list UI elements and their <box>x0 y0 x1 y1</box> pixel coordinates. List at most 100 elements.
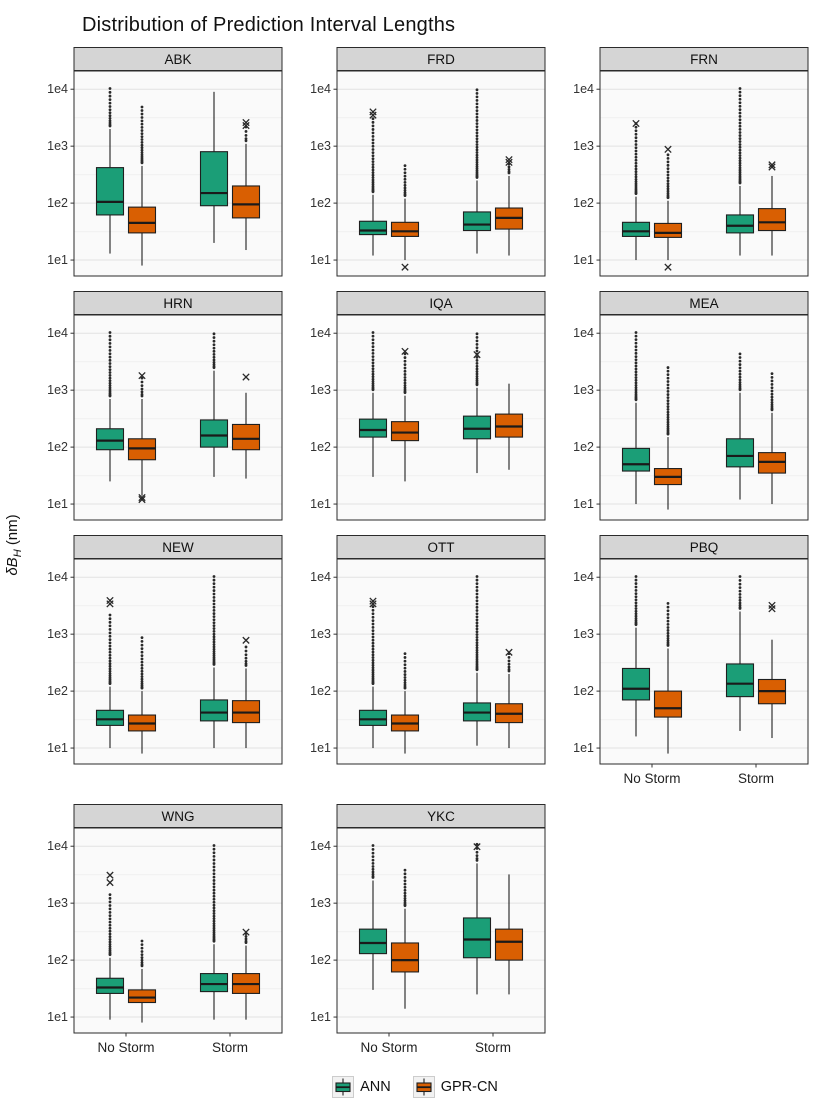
facet-cell-pbq: 1e1 1e2 1e3 1e4 PBQ No Storm Storm <box>560 535 814 797</box>
box-frn-storm-gpr-cn <box>757 161 787 256</box>
y-tick-label: 1e1 <box>47 741 68 755</box>
y-tick-label: 1e3 <box>310 383 331 397</box>
panel-background <box>74 828 282 1033</box>
y-tick-label: 1e1 <box>310 1010 331 1024</box>
box-frd-storm-gpr-cn <box>494 155 524 256</box>
y-tick-label: 1e2 <box>47 953 68 967</box>
y-tick-label: 1e3 <box>47 896 68 910</box>
facet-strip <box>73 535 283 559</box>
panel-background <box>74 315 282 520</box>
facet-frd: 1e1 1e2 1e3 1e4 FRD <box>310 47 546 277</box>
box-ykc-no-storm-ann <box>358 844 388 990</box>
box-ykc-storm-gpr-cn <box>494 874 524 995</box>
y-tick-label: 1e4 <box>310 839 331 853</box>
x-tick-label: Storm <box>738 771 774 786</box>
box-ott-no-storm-ann <box>358 597 388 749</box>
box-frd-no-storm-gpr-cn <box>390 164 420 271</box>
y-tick-label: 1e4 <box>310 570 331 584</box>
facet-pbq: 1e1 1e2 1e3 1e4 PBQ No Storm Storm <box>573 535 809 786</box>
facet-strip <box>73 291 283 315</box>
facet-strip-label: PBQ <box>690 540 719 555</box>
y-axis-label-symbol: δB <box>4 557 21 576</box>
facet-strip-label: HRN <box>163 296 192 311</box>
facet-strip <box>73 47 283 71</box>
facet-mea: 1e1 1e2 1e3 1e4 MEA <box>573 291 809 521</box>
box-mea-storm-gpr-cn <box>757 372 787 505</box>
legend-label: ANN <box>360 1079 391 1095</box>
facet-strip <box>599 291 809 315</box>
facet-hrn: 1e1 1e2 1e3 1e4 HRN <box>47 291 283 521</box>
y-axis-label-subscript: H <box>12 549 24 558</box>
box-ykc-storm-ann <box>462 842 492 995</box>
y-tick-label: 1e2 <box>310 953 331 967</box>
box-hrn-no-storm-ann <box>95 331 125 482</box>
box-new-no-storm-ann <box>95 596 125 749</box>
y-tick-label: 1e4 <box>47 326 68 340</box>
box-frn-no-storm-ann <box>621 119 651 261</box>
box-ott-storm-gpr-cn <box>494 648 524 749</box>
box-abk-no-storm-gpr-cn <box>127 105 157 266</box>
facet-strip-label: ABK <box>164 52 191 67</box>
box-mea-no-storm-ann <box>621 331 651 505</box>
box-wng-storm-gpr-cn <box>231 928 261 1020</box>
facet-iqa: 1e1 1e2 1e3 1e4 IQA <box>310 291 546 521</box>
box-frn-storm-ann <box>725 87 755 256</box>
box-frd-no-storm-ann <box>358 108 388 256</box>
facet-cell-wng: 1e1 1e2 1e3 1e4 WNG No Storm Storm <box>34 804 288 1066</box>
x-tick-label: No Storm <box>623 771 680 786</box>
facet-grid: 1e1 1e2 1e3 1e4 ABK 1e1 1e2 1e3 1e4 FRD 1e1 1e2 1e3 1… <box>34 47 830 1066</box>
y-tick-label: 1e1 <box>310 741 331 755</box>
box-abk-storm-ann <box>199 91 229 243</box>
facet-cell-iqa: 1e1 1e2 1e3 1e4 IQA <box>297 291 551 528</box>
facet-strip <box>336 535 546 559</box>
y-tick-label: 1e4 <box>47 82 68 96</box>
y-tick-label: 1e1 <box>573 253 594 267</box>
facet-cell-mea: 1e1 1e2 1e3 1e4 MEA <box>560 291 814 528</box>
box-ott-no-storm-gpr-cn <box>390 652 420 754</box>
facet-cell-abk: 1e1 1e2 1e3 1e4 ABK <box>34 47 288 284</box>
panel-background <box>600 315 808 520</box>
legend-key-icon <box>412 1076 435 1098</box>
facet-cell-frd: 1e1 1e2 1e3 1e4 FRD <box>297 47 551 284</box>
y-tick-label: 1e1 <box>47 1010 68 1024</box>
y-tick-label: 1e2 <box>47 196 68 210</box>
box-frd-storm-ann <box>462 88 492 254</box>
facet-strip <box>599 535 809 559</box>
y-tick-label: 1e2 <box>310 440 331 454</box>
box-new-storm-ann <box>199 575 229 749</box>
box-wng-no-storm-ann <box>95 871 125 1020</box>
box-wng-no-storm-gpr-cn <box>127 939 157 1023</box>
box-hrn-no-storm-gpr-cn <box>127 371 157 504</box>
facet-ott: 1e1 1e2 1e3 1e4 OTT <box>310 535 546 765</box>
y-tick-label: 1e3 <box>573 383 594 397</box>
box-wng-storm-ann <box>199 844 229 1020</box>
y-tick-label: 1e2 <box>47 684 68 698</box>
facet-strip-label: OTT <box>428 540 455 555</box>
y-tick-label: 1e2 <box>310 684 331 698</box>
facet-strip-label: MEA <box>689 296 718 311</box>
y-tick-label: 1e4 <box>47 839 68 853</box>
facet-strip-label: NEW <box>162 540 194 555</box>
box-pbq-no-storm-ann <box>621 575 651 737</box>
y-tick-label: 1e1 <box>573 741 594 755</box>
facet-strip <box>73 804 283 828</box>
y-tick-label: 1e1 <box>573 497 594 511</box>
y-tick-label: 1e4 <box>573 570 594 584</box>
facet-wng: 1e1 1e2 1e3 1e4 WNG No Storm Storm <box>47 804 283 1055</box>
facet-strip-label: IQA <box>429 296 452 311</box>
facet-strip-label: YKC <box>427 809 455 824</box>
legend: ANN GPR-CN <box>34 1076 830 1098</box>
facet-cell-hrn: 1e1 1e2 1e3 1e4 HRN <box>34 291 288 528</box>
y-tick-label: 1e3 <box>310 896 331 910</box>
y-tick-label: 1e3 <box>573 627 594 641</box>
box-pbq-storm-ann <box>725 575 755 731</box>
facet-new: 1e1 1e2 1e3 1e4 NEW <box>47 535 283 765</box>
y-axis-label-units: (nm) <box>4 514 21 550</box>
panel-background <box>600 559 808 764</box>
y-tick-label: 1e2 <box>573 440 594 454</box>
y-tick-label: 1e4 <box>47 570 68 584</box>
y-tick-label: 1e4 <box>310 82 331 96</box>
y-tick-label: 1e2 <box>573 684 594 698</box>
y-tick-label: 1e4 <box>310 326 331 340</box>
